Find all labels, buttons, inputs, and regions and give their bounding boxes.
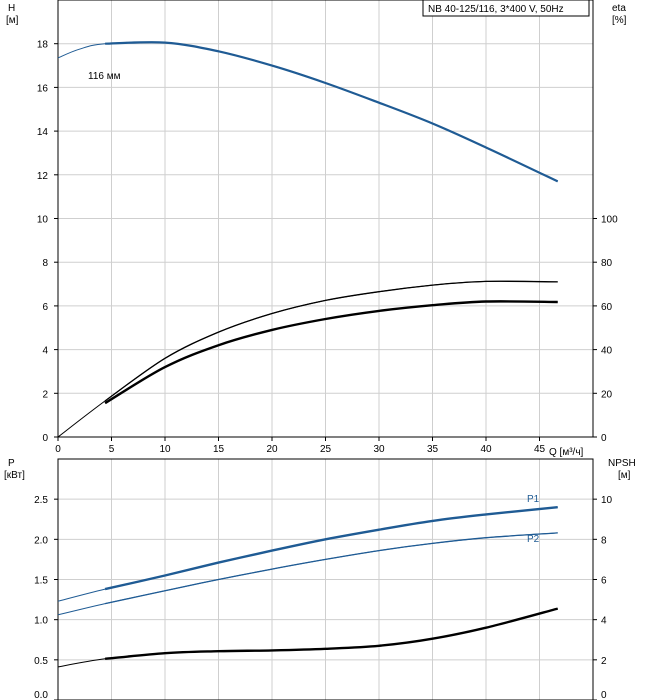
eta-axis-label: eta (612, 3, 626, 14)
x-tick-label: 40 (480, 444, 492, 455)
x-tick-label: 0 (55, 444, 61, 455)
x-tick-label: 45 (534, 444, 546, 455)
p-tick-label: 1.0 (34, 616, 48, 627)
eta-tick-label: 100 (601, 215, 618, 226)
x-tick-label: 30 (373, 444, 385, 455)
eta-tick-label: 20 (601, 389, 613, 400)
h-axis-label: H (8, 3, 15, 14)
x-tick-label: 20 (266, 444, 278, 455)
eta-tick-label: 60 (601, 302, 613, 313)
npsh-tick-label: 4 (601, 616, 607, 627)
x-tick-label: 5 (109, 444, 115, 455)
q-axis-label: Q [м³/ч] (549, 447, 584, 458)
p1-power-curve-line (57, 506, 558, 602)
h-tick-label: 2 (42, 389, 48, 400)
x-tick-label: 35 (427, 444, 439, 455)
p-tick-label: 0.5 (34, 656, 48, 667)
h-tick-label: 8 (42, 258, 48, 269)
p2-series-label: P2 (527, 534, 540, 545)
head-curve-operating-range (105, 41, 559, 183)
npsh-curve-line (57, 608, 558, 668)
eta-axis-unit: [%] (612, 15, 627, 26)
npsh-tick-label: 2 (601, 656, 607, 667)
efficiency-curve-upper-operating-range (104, 280, 558, 402)
efficiency-curve-lower-operating-range (104, 300, 558, 405)
p1-series-label: P1 (527, 494, 540, 505)
eta-tick-label: 0 (601, 433, 607, 444)
npsh-tick-label: 8 (601, 535, 607, 546)
p-tick-label: 2.5 (34, 495, 48, 506)
npsh-tick-label: 0 (601, 690, 607, 700)
p-axis-unit: [кВт] (4, 470, 25, 481)
h-tick-label: 16 (37, 83, 49, 94)
efficiency-curve-lower-line (104, 300, 558, 404)
h-tick-label: 18 (37, 40, 49, 51)
p2-power-curve-line (57, 532, 558, 616)
chart-title: NB 40-125/116, 3*400 V, 50Hz (428, 4, 564, 15)
eta-tick-label: 80 (601, 258, 613, 269)
p-tick-label: 0.0 (34, 690, 48, 700)
data-series (57, 41, 559, 668)
impeller-curve-label: 116 мм (88, 71, 121, 82)
h-tick-label: 6 (42, 302, 48, 313)
npsh-axis-unit: [м] (618, 470, 631, 481)
x-tick-label: 15 (213, 444, 225, 455)
p1-power-curve-operating-range (104, 506, 558, 591)
x-tick-label: 10 (159, 444, 171, 455)
p-tick-label: 1.5 (34, 576, 48, 587)
head-curve-line (57, 41, 558, 182)
p2-power-curve-operating-range (104, 532, 558, 605)
bottom-panel-grid (58, 459, 593, 700)
npsh-tick-label: 6 (601, 576, 607, 587)
h-tick-label: 14 (37, 127, 49, 138)
h-tick-label: 10 (37, 215, 49, 226)
eta-tick-label: 40 (601, 346, 613, 357)
title-box (422, 0, 590, 17)
tick-labels: 0 5 10 15 20 25 30 35 40 450246810121416180204060… (34, 40, 618, 700)
top-panel-grid (58, 0, 593, 437)
npsh-axis-label: NPSH (608, 458, 636, 469)
h-tick-label: 4 (42, 346, 48, 357)
h-tick-label: 0 (42, 433, 48, 444)
h-tick-label: 12 (37, 171, 49, 182)
p-axis-label: P (8, 458, 15, 469)
npsh-tick-label: 10 (601, 495, 613, 506)
h-axis-unit: [м] (6, 15, 19, 26)
x-tick-label: 25 (320, 444, 332, 455)
npsh-curve-operating-range (104, 607, 559, 660)
p-tick-label: 2.0 (34, 535, 48, 546)
